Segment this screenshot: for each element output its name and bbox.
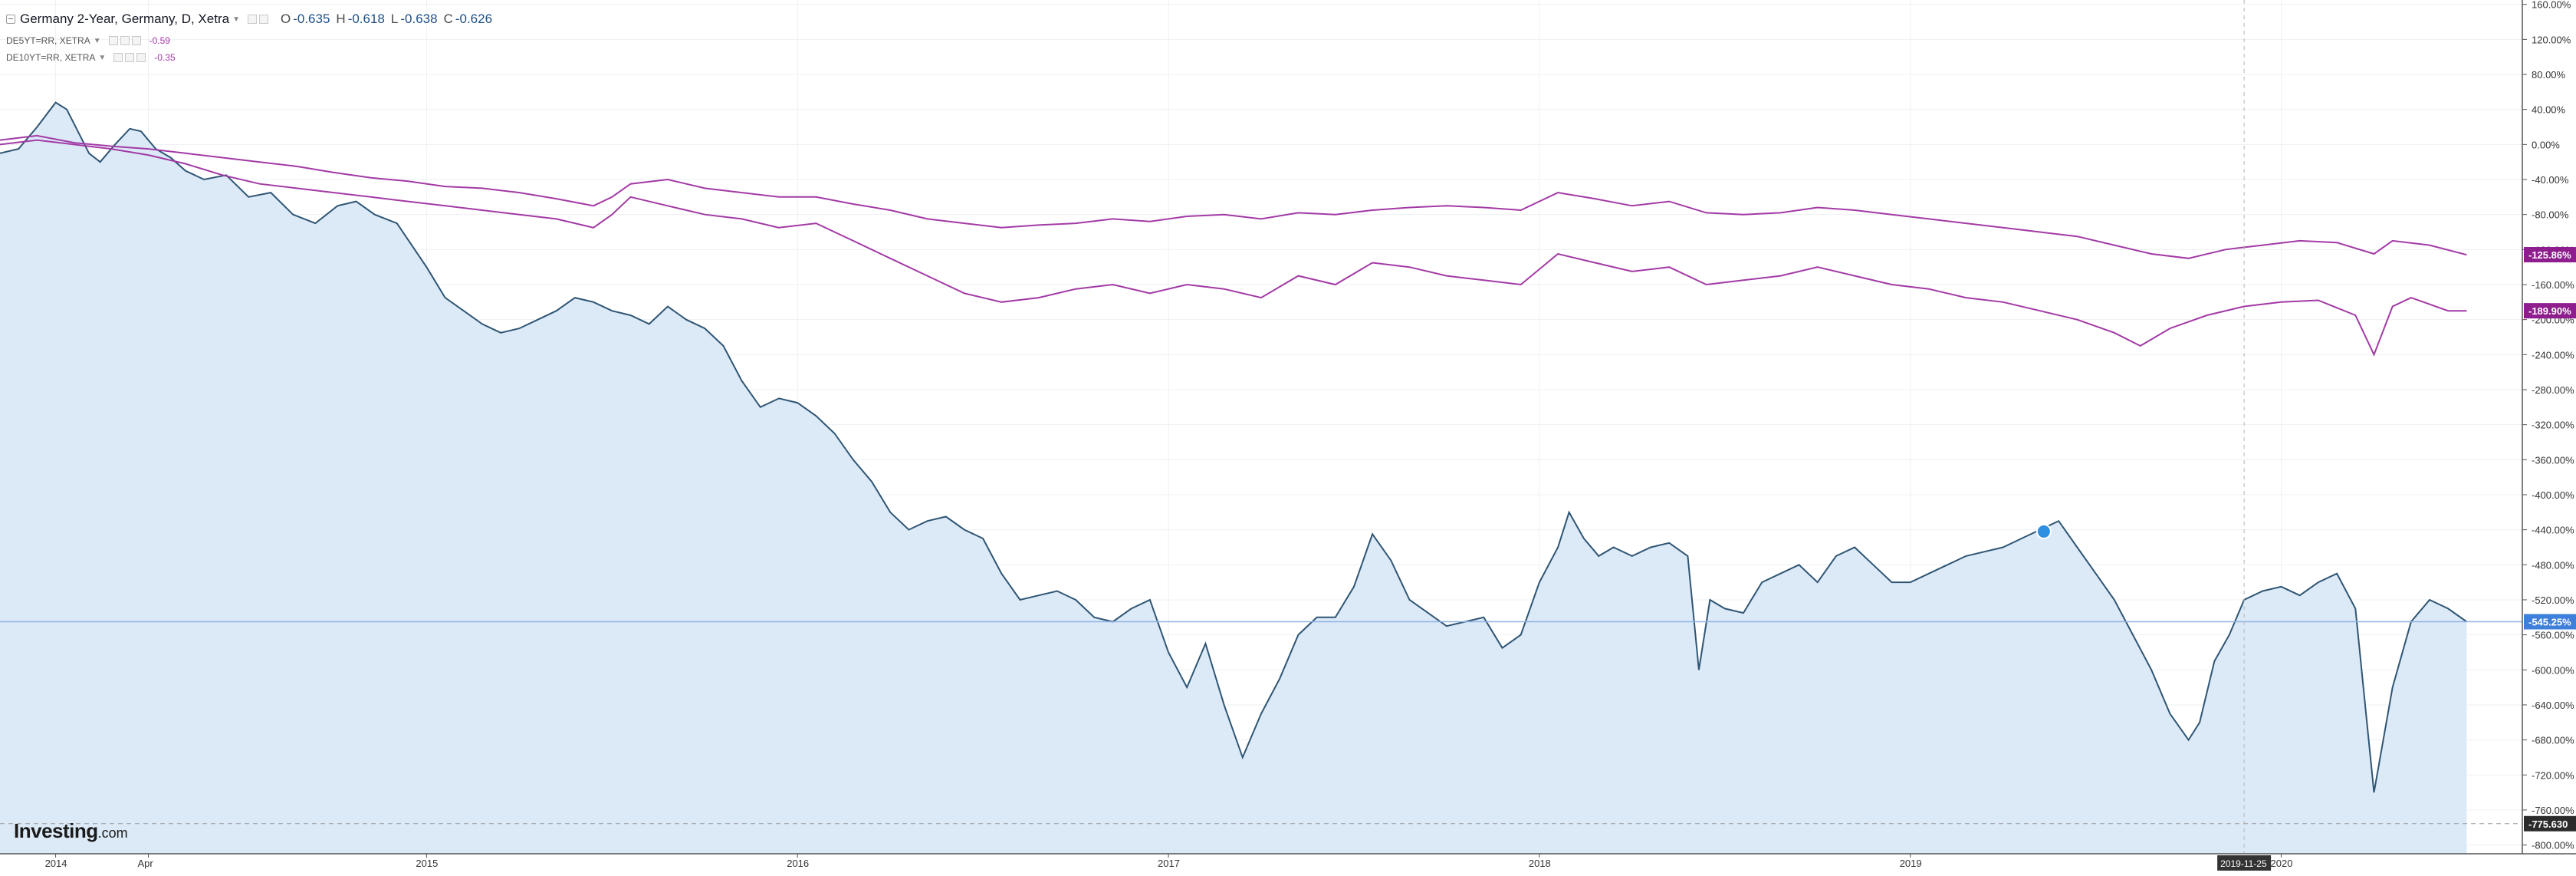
x-tick-label: 2017 — [1158, 858, 1180, 869]
price-badge-low: -775.630 — [2528, 818, 2568, 830]
price-badge-low-bg — [2524, 815, 2576, 832]
y-tick-label: -720.00% — [2532, 769, 2574, 781]
y-tick-label: 0.00% — [2532, 139, 2560, 150]
price-badge-last-bg — [2524, 614, 2576, 630]
y-tick-label: -80.00% — [2532, 209, 2569, 221]
ohlc-high-label: H — [336, 12, 346, 26]
ohlc-low-value: -0.638 — [400, 12, 438, 26]
price-badge-5y: -125.86% — [2528, 249, 2571, 261]
eye-icon[interactable] — [113, 53, 123, 62]
compare-symbol: DE5YT=RR, XETRA — [6, 35, 90, 46]
logo-suffix: .com — [97, 825, 128, 841]
y-tick-label: 80.00% — [2532, 69, 2566, 81]
ohlc-open-value: -0.635 — [293, 12, 330, 26]
chevron-down-icon[interactable]: ▼ — [93, 36, 101, 45]
settings-icon[interactable] — [125, 53, 135, 62]
y-tick-label: 40.00% — [2532, 104, 2566, 116]
y-tick-label: -320.00% — [2532, 420, 2574, 431]
crosshair-date-bg — [2217, 855, 2272, 871]
y-tick-label: 160.00% — [2532, 0, 2571, 11]
settings-icon[interactable] — [120, 36, 130, 45]
crosshair-date-label: 2019-11-25 — [2220, 858, 2267, 869]
y-tick-label: -360.00% — [2532, 454, 2574, 466]
y-tick-label: 120.00% — [2532, 34, 2571, 45]
legend-main-title: Germany 2-Year, Germany, D, Xetra — [20, 12, 230, 26]
series-line-compare-2 — [0, 139, 2467, 357]
y-tick-label: -480.00% — [2532, 559, 2574, 571]
investing-logo: Investing.com — [14, 819, 128, 843]
ohlc-high-value: -0.618 — [347, 12, 385, 26]
x-tick-label: 2015 — [416, 858, 438, 869]
close-icon[interactable] — [136, 53, 146, 62]
series-line-main — [0, 101, 2467, 793]
y-tick-label: -520.00% — [2532, 594, 2574, 606]
y-tick-label: -640.00% — [2532, 700, 2574, 711]
collapse-icon[interactable] — [6, 15, 15, 24]
y-tick-label: -240.00% — [2532, 349, 2574, 361]
price-badge-10y-bg — [2524, 303, 2576, 319]
ohlc-low-label: L — [390, 12, 399, 26]
price-badge-5y-bg — [2524, 247, 2576, 263]
x-tick-label: Apr — [138, 858, 154, 869]
x-tick-label: 2018 — [1529, 858, 1551, 869]
y-tick-label: -40.00% — [2532, 174, 2569, 186]
ohlc-close-value: -0.626 — [455, 12, 493, 26]
x-tick-label: 2020 — [2271, 858, 2293, 869]
y-tick-label: -600.00% — [2532, 664, 2574, 676]
legend-main-row[interactable]: Germany 2-Year, Germany, D, Xetra ▼ O -0.… — [6, 6, 492, 32]
y-tick-label: -440.00% — [2532, 525, 2574, 536]
compare-symbol: DE10YT=RR, XETRA — [6, 52, 96, 63]
series-area-fill — [0, 102, 2467, 855]
alert-marker-icon — [2036, 523, 2052, 539]
y-tick-label: -160.00% — [2532, 279, 2574, 291]
price-badge-10y: -189.90% — [2528, 305, 2571, 317]
y-tick-label: -280.00% — [2532, 384, 2574, 396]
compare-value: -0.59 — [149, 35, 170, 46]
series-layer — [0, 0, 2522, 855]
eye-icon[interactable] — [247, 15, 257, 24]
y-tick-label: -680.00% — [2532, 735, 2574, 746]
y-tick-label: -760.00% — [2532, 805, 2574, 816]
eye-icon[interactable] — [108, 36, 118, 45]
close-icon[interactable] — [131, 36, 141, 45]
ohlc-close-label: C — [443, 12, 453, 26]
x-tick-label: 2019 — [1900, 858, 1922, 869]
x-tick-label: 2016 — [787, 858, 809, 869]
x-tick-label: 2014 — [45, 858, 67, 869]
y-tick-label: -400.00% — [2532, 489, 2574, 501]
series-line-compare-1 — [0, 134, 2467, 259]
price-badge-last: -545.25% — [2528, 616, 2571, 627]
ohlc-open-label: O — [280, 12, 291, 26]
chevron-down-icon[interactable]: ▼ — [232, 15, 240, 24]
chevron-down-icon[interactable]: ▼ — [98, 53, 107, 62]
chart-legend: Germany 2-Year, Germany, D, Xetra ▼ O -0.… — [6, 6, 492, 66]
legend-compare-row[interactable]: DE10YT=RR, XETRA ▼ -0.35 — [6, 49, 492, 66]
compare-value: -0.35 — [154, 52, 176, 63]
y-tick-label: -800.00% — [2532, 840, 2574, 851]
legend-compare-row[interactable]: DE5YT=RR, XETRA ▼ -0.59 — [6, 32, 492, 49]
logo-brand: Investing — [14, 819, 98, 842]
y-tick-label: -560.00% — [2532, 630, 2574, 641]
settings-icon[interactable] — [258, 15, 268, 24]
